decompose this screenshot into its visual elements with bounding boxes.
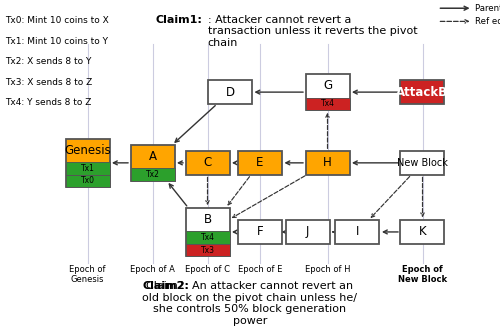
Bar xyxy=(238,220,282,244)
Text: Epoch of E: Epoch of E xyxy=(238,265,282,274)
Text: Genesis: Genesis xyxy=(64,144,111,157)
Text: Tx4: Y sends 8 to Z: Tx4: Y sends 8 to Z xyxy=(5,98,92,107)
Bar xyxy=(66,162,110,175)
Text: Tx3: X sends 8 to Z: Tx3: X sends 8 to Z xyxy=(5,78,92,87)
Bar xyxy=(208,80,252,104)
Text: Parent edges: Parent edges xyxy=(475,4,500,13)
Text: J: J xyxy=(306,225,309,239)
Text: K: K xyxy=(418,225,426,239)
Text: C: C xyxy=(204,156,212,169)
Text: I: I xyxy=(356,225,359,239)
Text: Claim1:: Claim1: xyxy=(155,15,202,25)
Bar xyxy=(286,220,330,244)
Bar xyxy=(336,220,380,244)
Text: Tx4: Tx4 xyxy=(320,99,334,109)
Text: Epoch of H: Epoch of H xyxy=(305,265,350,274)
Text: Tx2: X sends 8 to Y: Tx2: X sends 8 to Y xyxy=(5,57,92,66)
Bar xyxy=(306,98,350,110)
Text: Tx1: Tx1 xyxy=(80,164,94,173)
Bar xyxy=(130,168,174,181)
Text: : Attacker cannot revert a
transaction unless it reverts the pivot
chain: : Attacker cannot revert a transaction u… xyxy=(208,15,417,48)
Bar xyxy=(306,151,350,175)
Bar xyxy=(66,162,110,175)
Bar xyxy=(186,151,230,175)
Text: Tx3: Tx3 xyxy=(200,245,214,255)
Bar xyxy=(238,151,282,175)
Text: Tx2: Tx2 xyxy=(146,170,160,179)
Bar xyxy=(306,98,350,110)
Bar xyxy=(400,80,444,104)
Text: E: E xyxy=(256,156,264,169)
Text: A: A xyxy=(148,150,156,163)
Text: Epoch of C: Epoch of C xyxy=(185,265,230,274)
Bar xyxy=(186,244,230,256)
Text: Claim2: An attacker cannot revert an
old block on the pivot chain unless he/
she: Claim2: An attacker cannot revert an old… xyxy=(142,281,358,326)
Text: Tx0: Mint 10 coins to X: Tx0: Mint 10 coins to X xyxy=(5,16,109,25)
Bar xyxy=(186,231,230,244)
Bar xyxy=(130,145,174,181)
Bar xyxy=(130,168,174,181)
Bar xyxy=(66,175,110,187)
Text: Tx4: Tx4 xyxy=(200,233,214,242)
Text: AttackB: AttackB xyxy=(396,86,448,99)
Text: Tx0: Tx0 xyxy=(80,176,94,186)
Bar xyxy=(186,231,230,244)
Text: F: F xyxy=(256,225,264,239)
Bar xyxy=(400,220,444,244)
Text: H: H xyxy=(323,156,332,169)
Text: Tx1: Mint 10 coins to Y: Tx1: Mint 10 coins to Y xyxy=(5,37,108,46)
Bar xyxy=(306,74,350,110)
Text: B: B xyxy=(204,213,212,226)
Bar xyxy=(66,175,110,187)
Text: Epoch of A: Epoch of A xyxy=(130,265,175,274)
Bar xyxy=(186,208,230,256)
Text: New Block: New Block xyxy=(397,158,448,168)
Bar xyxy=(400,151,444,175)
Text: Epoch of
Genesis: Epoch of Genesis xyxy=(69,265,106,284)
Text: G: G xyxy=(323,79,332,92)
Text: Claim2:: Claim2: xyxy=(142,281,190,291)
Bar xyxy=(66,139,110,187)
Bar xyxy=(186,244,230,256)
Text: D: D xyxy=(226,86,234,99)
Text: Epoch of
New Block: Epoch of New Block xyxy=(398,265,447,284)
Text: Ref edges: Ref edges xyxy=(475,17,500,26)
